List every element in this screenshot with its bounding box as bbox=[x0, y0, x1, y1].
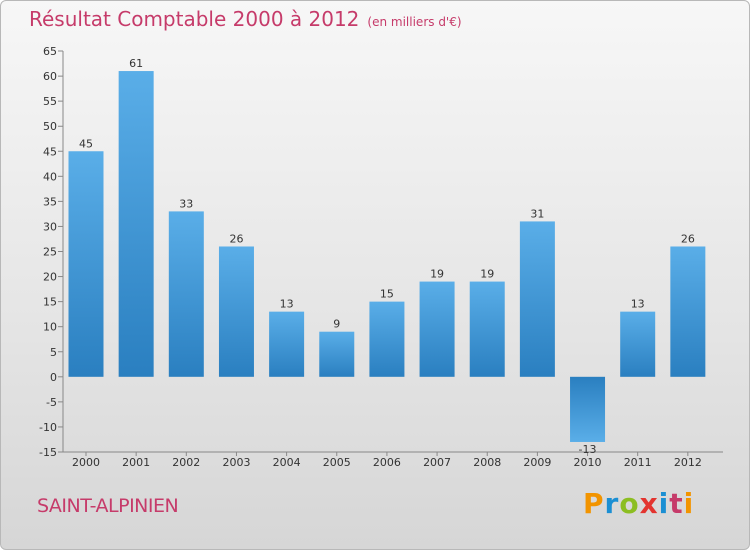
town-name: SAINT-ALPINIEN bbox=[37, 495, 179, 517]
bar-2001 bbox=[118, 71, 154, 377]
chart-title-text: Résultat Comptable 2000 à 2012 bbox=[29, 7, 360, 31]
y-tick-label: 40 bbox=[43, 170, 57, 183]
y-tick-label: 30 bbox=[43, 220, 57, 233]
data-label: 19 bbox=[430, 268, 444, 281]
bar-2002 bbox=[168, 211, 204, 377]
bar-2008 bbox=[469, 281, 505, 377]
data-label: 13 bbox=[280, 298, 294, 311]
x-tick-label: 2003 bbox=[222, 456, 250, 469]
y-tick-label: 60 bbox=[43, 70, 57, 83]
y-tick-label: -15 bbox=[39, 446, 57, 459]
data-labels-group: 45 61 33 26 13 9 15 19 19 31 -13 13 26 bbox=[79, 57, 695, 456]
data-label: 15 bbox=[380, 288, 394, 301]
bar-2003 bbox=[218, 246, 254, 377]
y-tick-label: 20 bbox=[43, 271, 57, 284]
data-label: 26 bbox=[681, 232, 695, 245]
data-label: 33 bbox=[179, 197, 193, 210]
proxiti-logo: Proxiti bbox=[583, 487, 695, 520]
x-tick-label: 2010 bbox=[574, 456, 602, 469]
data-label: -13 bbox=[579, 443, 597, 456]
y-tick-label: 55 bbox=[43, 95, 57, 108]
data-label: 26 bbox=[229, 232, 243, 245]
x-tick-label: 2012 bbox=[674, 456, 702, 469]
bar-2004 bbox=[269, 311, 305, 377]
chart-title: Résultat Comptable 2000 à 2012 (en millie… bbox=[29, 7, 462, 31]
bar-2010 bbox=[570, 376, 606, 442]
x-tick-label: 2008 bbox=[473, 456, 501, 469]
bar-2007 bbox=[419, 281, 455, 377]
y-tick-label: -5 bbox=[46, 396, 57, 409]
y-tick-label: 0 bbox=[50, 371, 57, 384]
x-tick-label: 2002 bbox=[172, 456, 200, 469]
bar-2012 bbox=[670, 246, 706, 377]
bar-2005 bbox=[319, 331, 355, 377]
x-tick-label: 2007 bbox=[423, 456, 451, 469]
x-tick-label: 2000 bbox=[72, 456, 100, 469]
bar-2006 bbox=[369, 301, 405, 377]
data-label: 61 bbox=[129, 57, 143, 70]
data-label: 45 bbox=[79, 137, 93, 150]
bar-2000 bbox=[68, 151, 104, 377]
chart-subtitle: (en milliers d'€) bbox=[367, 15, 462, 29]
y-tick-label: 10 bbox=[43, 321, 57, 334]
y-tick-label: 25 bbox=[43, 246, 57, 259]
data-label: 19 bbox=[480, 268, 494, 281]
data-label: 31 bbox=[530, 207, 544, 220]
y-tick-label: 15 bbox=[43, 296, 57, 309]
y-tick-label: 35 bbox=[43, 195, 57, 208]
y-tick-label: -10 bbox=[39, 421, 57, 434]
y-tick-label: 5 bbox=[50, 346, 57, 359]
x-tick-label: 2006 bbox=[373, 456, 401, 469]
x-tick-label: 2001 bbox=[122, 456, 150, 469]
y-tick-label: 65 bbox=[43, 45, 57, 58]
bar-2009 bbox=[519, 221, 555, 377]
data-label: 13 bbox=[631, 298, 645, 311]
x-tick-label: 2011 bbox=[624, 456, 652, 469]
bars-group bbox=[68, 71, 706, 442]
y-tick-label: 50 bbox=[43, 120, 57, 133]
x-tick-label: 2009 bbox=[523, 456, 551, 469]
bar-2011 bbox=[620, 311, 656, 377]
x-tick-label: 2004 bbox=[273, 456, 301, 469]
y-tick-label: 45 bbox=[43, 145, 57, 158]
x-tick-label: 2005 bbox=[323, 456, 351, 469]
data-label: 9 bbox=[333, 318, 340, 331]
